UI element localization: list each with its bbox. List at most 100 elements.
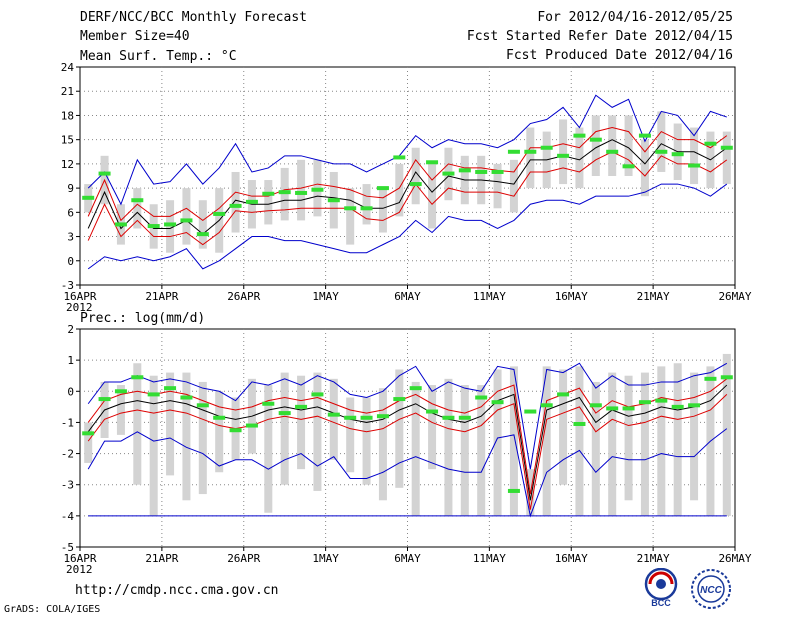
y-tick-label: 18 bbox=[61, 109, 74, 122]
observed-marker bbox=[98, 397, 111, 402]
series-line-mean-plus-std bbox=[87, 127, 728, 222]
ensemble-box bbox=[133, 188, 142, 229]
chart-title: Mean Surf. Temp.: °C bbox=[80, 49, 237, 64]
observed-marker bbox=[180, 395, 193, 400]
x-tick-label: 16MAY bbox=[555, 552, 588, 565]
ensemble-box bbox=[313, 372, 322, 491]
ensemble-box bbox=[460, 385, 469, 516]
observed-marker bbox=[426, 160, 439, 165]
ensemble-box bbox=[640, 372, 649, 516]
ensemble-box bbox=[116, 385, 125, 435]
footer-url[interactable]: http://cmdp.ncc.cma.gov.cn bbox=[75, 583, 279, 598]
y-tick-label: 2 bbox=[67, 323, 74, 336]
ensemble-box bbox=[722, 131, 731, 185]
observed-marker bbox=[311, 392, 324, 397]
observed-marker bbox=[295, 190, 308, 195]
ensemble-box bbox=[575, 366, 584, 516]
observed-marker bbox=[393, 155, 406, 160]
observed-marker bbox=[376, 186, 389, 191]
y-tick-label: 3 bbox=[67, 231, 74, 244]
observed-marker bbox=[262, 191, 275, 196]
observed-marker bbox=[589, 403, 602, 408]
ensemble-box bbox=[575, 127, 584, 189]
x-tick-label: 1MAY bbox=[312, 290, 339, 303]
observed-marker bbox=[344, 415, 357, 420]
y-tick-label: -3 bbox=[61, 479, 74, 492]
observed-marker bbox=[720, 145, 733, 150]
ensemble-box bbox=[428, 163, 437, 229]
observed-marker bbox=[409, 386, 422, 391]
series-line-maximum bbox=[87, 362, 728, 470]
x-tick-label: 16APR bbox=[63, 552, 96, 565]
observed-marker bbox=[442, 171, 455, 176]
observed-marker bbox=[442, 415, 455, 420]
observed-marker bbox=[147, 224, 160, 229]
ensemble-box bbox=[526, 127, 535, 189]
x-tick-label: 6MAY bbox=[394, 290, 421, 303]
ensemble-box bbox=[444, 378, 453, 516]
x-tick-label: 26APR bbox=[227, 290, 260, 303]
header-started: Fcst Started Refer Date 2012/04/15 bbox=[466, 29, 733, 44]
observed-marker bbox=[475, 395, 488, 400]
ensemble-box bbox=[182, 372, 191, 501]
observed-marker bbox=[606, 149, 619, 154]
ensemble-box bbox=[182, 188, 191, 245]
y-tick-label: 21 bbox=[61, 85, 74, 98]
x-tick-label: 11MAY bbox=[473, 290, 506, 303]
x-tick-label: 26APR bbox=[227, 552, 260, 565]
series-line-mean-minus-std bbox=[87, 394, 728, 510]
ensemble-box bbox=[198, 200, 207, 249]
observed-marker bbox=[704, 141, 717, 146]
y-tick-label: 9 bbox=[67, 182, 74, 195]
observed-marker bbox=[164, 222, 177, 227]
y-tick-label: 0 bbox=[67, 255, 74, 268]
observed-marker bbox=[114, 222, 127, 227]
ensemble-box bbox=[722, 353, 731, 516]
ensemble-box bbox=[591, 115, 600, 176]
ensemble-box bbox=[329, 378, 338, 460]
ensemble-box bbox=[346, 188, 355, 245]
ensemble-box bbox=[690, 372, 699, 501]
ensemble-box bbox=[264, 385, 273, 513]
observed-marker bbox=[82, 195, 95, 200]
observed-marker bbox=[475, 169, 488, 174]
observed-marker bbox=[213, 415, 226, 420]
observed-marker bbox=[704, 376, 717, 381]
observed-marker bbox=[229, 203, 242, 208]
observed-marker bbox=[327, 198, 340, 203]
observed-marker bbox=[622, 164, 635, 169]
observed-marker bbox=[245, 423, 258, 428]
ensemble-box bbox=[378, 188, 387, 233]
observed-marker bbox=[147, 392, 160, 397]
ensemble-box bbox=[378, 388, 387, 501]
ensemble-box bbox=[624, 115, 633, 176]
series-line-mean bbox=[87, 139, 728, 235]
ensemble-box bbox=[264, 180, 273, 225]
observed-marker bbox=[196, 232, 209, 237]
grads-credit: GrADS: COLA/IGES bbox=[4, 604, 101, 615]
x-tick-label: 21MAY bbox=[637, 290, 670, 303]
observed-marker bbox=[507, 488, 520, 493]
observed-marker bbox=[458, 415, 471, 420]
ensemble-box bbox=[591, 381, 600, 516]
ensemble-box bbox=[362, 184, 371, 225]
header-produced: Fcst Produced Date 2012/04/16 bbox=[506, 48, 733, 63]
x-tick-label: 21APR bbox=[145, 290, 178, 303]
y-tick-label: -5 bbox=[61, 541, 74, 554]
x-tick-label: 21MAY bbox=[637, 552, 670, 565]
ncc-logo-icon: NCC bbox=[691, 569, 731, 609]
observed-marker bbox=[688, 403, 701, 408]
observed-marker bbox=[360, 206, 373, 211]
observed-marker bbox=[131, 198, 144, 203]
observed-marker bbox=[278, 411, 291, 416]
ensemble-box bbox=[493, 163, 502, 209]
ensemble-box bbox=[428, 385, 437, 470]
ensemble-box bbox=[297, 375, 306, 470]
x-tick-label: 16APR bbox=[63, 290, 96, 303]
ensemble-box bbox=[608, 372, 617, 516]
x-year-label: 2012 bbox=[66, 563, 93, 576]
ensemble-box bbox=[395, 163, 404, 217]
observed-marker bbox=[524, 149, 537, 154]
series-line-mean bbox=[87, 384, 728, 501]
